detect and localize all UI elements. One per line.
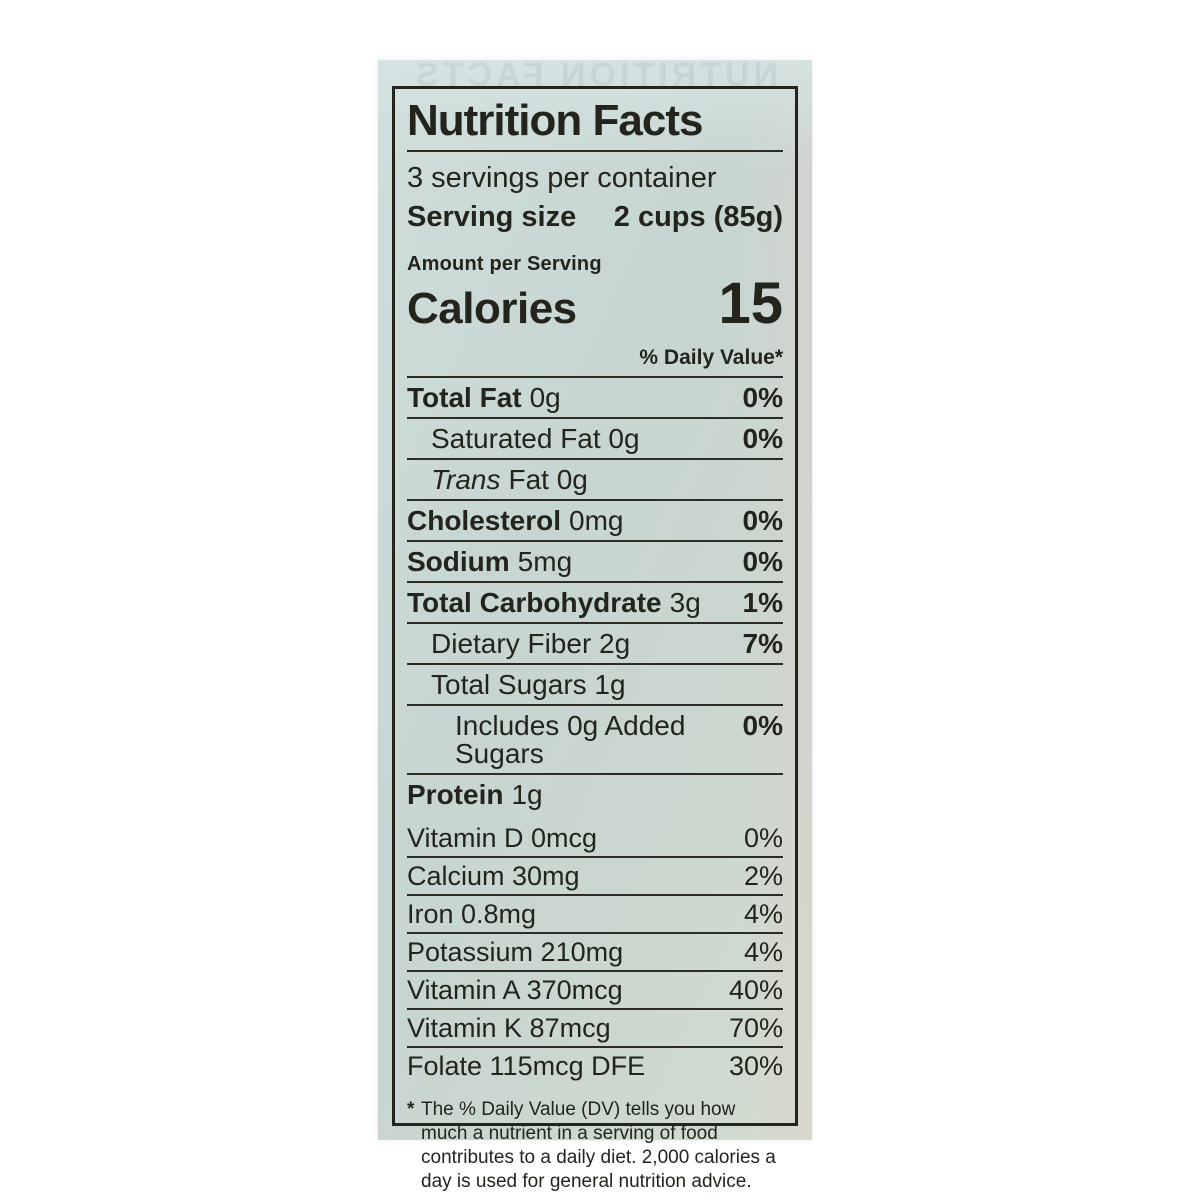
nutrient-row: Trans Fat 0g: [407, 460, 783, 502]
nutrient-amount: Fat 0g: [508, 464, 588, 496]
nutrient-name: Protein: [407, 779, 504, 811]
nutrient-row: Protein 1g: [407, 775, 783, 814]
footnote-asterisk: *: [407, 1099, 415, 1121]
nutrient-row: Total Fat 0g 0%: [407, 378, 783, 420]
nutrient-left: Total Fat 0g: [407, 384, 561, 412]
calories-row: Calories 15: [407, 271, 783, 337]
nutrient-name: Total Fat: [407, 382, 522, 414]
serving-size-label: Serving size: [407, 200, 577, 233]
nutrient-left: Total Sugars 1g: [407, 671, 626, 699]
nutrient-name: Total Carbohydrate: [407, 587, 662, 619]
divider: [407, 376, 783, 379]
vitamin-dv: 0%: [743, 823, 783, 854]
nutrient-dv: 1%: [742, 587, 783, 619]
nutrient-dv: 0%: [742, 546, 783, 578]
nutrient-left: Dietary Fiber 2g: [407, 630, 630, 658]
vitamin-row: Iron 0.8mg 4%: [407, 896, 783, 935]
vitamin-dv: 40%: [728, 975, 783, 1006]
vitamin-row: Folate 115mcg DFE 30%: [407, 1048, 783, 1084]
nutrient-left: Total Carbohydrate 3g: [407, 589, 701, 617]
nutrient-name: Trans: [431, 464, 501, 496]
nutrient-amount: 0mg: [569, 505, 624, 537]
nutrient-amount: 5mg: [517, 546, 573, 578]
nutrient-name: Sodium: [407, 546, 510, 578]
nutrient-row: Cholesterol 0mg 0%: [407, 501, 783, 543]
amount-per-serving-label: Amount per Serving: [407, 253, 602, 276]
calories-label: Calories: [407, 284, 577, 334]
nutrition-facts-table: Nutrition Facts 3 servings per container…: [392, 86, 798, 1192]
vitamin-row: Vitamin D 0mcg 0%: [407, 820, 783, 859]
daily-value-header: % Daily Value*: [639, 346, 783, 370]
calories-value: 15: [718, 271, 783, 337]
vitamin-text: Calcium 30mg: [407, 861, 580, 892]
divider: [407, 149, 783, 152]
vitamin-row: Potassium 210mg 4%: [407, 934, 783, 973]
vitamin-text: Potassium 210mg: [407, 937, 624, 968]
nutrient-left: Trans Fat 0g: [407, 466, 588, 494]
nutrient-row: Includes 0g Added Sugars 0%: [407, 706, 783, 776]
nutrient-row: Saturated Fat 0g 0%: [407, 419, 783, 461]
vitamin-text: Vitamin K 87mcg: [407, 1013, 611, 1044]
vitamin-text: Vitamin A 370mcg: [407, 975, 623, 1006]
nutrient-dv: 0%: [742, 382, 783, 414]
nutrition-facts-title: Nutrition Facts: [407, 96, 703, 145]
nutrient-amount: Dietary Fiber 2g: [431, 628, 631, 660]
nutrient-amount: 0g: [529, 382, 561, 414]
nutrient-left: Saturated Fat 0g: [407, 425, 640, 453]
nutrient-left: Cholesterol 0mg: [407, 507, 624, 535]
nutrient-amount: Saturated Fat 0g: [431, 423, 640, 455]
vitamin-dv: 4%: [743, 899, 783, 930]
servings-per-container: 3 servings per container: [407, 161, 717, 194]
nutrient-amount: Includes 0g Added Sugars: [455, 710, 686, 770]
nutrient-row: Total Sugars 1g: [407, 665, 783, 707]
nutrient-dv: 0%: [742, 423, 783, 455]
nutrient-row: Sodium 5mg 0%: [407, 542, 783, 584]
vitamin-text: Iron 0.8mg: [407, 899, 537, 930]
vitamin-row: Calcium 30mg 2%: [407, 858, 783, 897]
nutrient-row: Dietary Fiber 2g 7%: [407, 624, 783, 666]
vitamin-row: Vitamin A 370mcg 40%: [407, 972, 783, 1011]
package-label-panel: NUTRITION FACTS Nutrition Facts 3 servin…: [378, 56, 812, 1192]
nutrient-left: Includes 0g Added Sugars: [407, 712, 743, 768]
vitamin-dv: 30%: [728, 1051, 783, 1082]
vitamin-text: Folate 115mcg DFE: [407, 1051, 646, 1082]
nutrient-dv: 0%: [742, 710, 783, 742]
vitamin-dv: 4%: [743, 937, 783, 968]
nutrient-dv: 0%: [742, 505, 783, 537]
vitamin-text: Vitamin D 0mcg: [407, 823, 598, 854]
nutrient-row: Total Carbohydrate 3g 1%: [407, 583, 783, 625]
nutrient-dv: 7%: [742, 628, 783, 660]
vitamin-row: Vitamin K 87mcg 70%: [407, 1010, 783, 1049]
serving-size-value: 2 cups (85g): [613, 200, 783, 233]
nutrient-amount: Total Sugars 1g: [431, 669, 626, 701]
vitamin-dv: 70%: [728, 1013, 783, 1044]
nutrient-amount: 3g: [669, 587, 701, 619]
daily-value-footnote: * The % Daily Value (DV) tells you how m…: [407, 1098, 783, 1194]
nutrient-name: Cholesterol: [407, 505, 562, 537]
footnote-text: The % Daily Value (DV) tells you how muc…: [421, 1099, 776, 1193]
nutrient-amount: 1g: [511, 779, 543, 811]
vitamin-dv: 2%: [743, 861, 783, 892]
nutrient-left: Sodium 5mg: [407, 548, 572, 576]
nutrient-left: Protein 1g: [407, 781, 543, 809]
serving-size-row: Serving size 2 cups (85g): [407, 201, 783, 234]
